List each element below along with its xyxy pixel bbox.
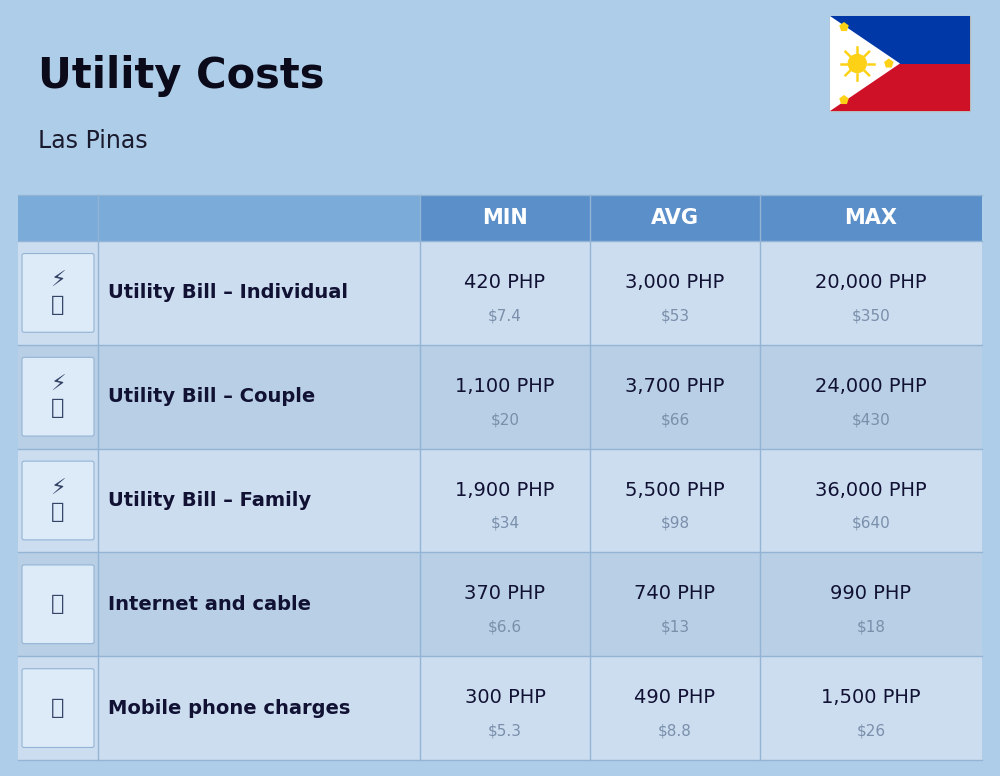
Polygon shape [884, 58, 894, 68]
FancyBboxPatch shape [22, 669, 94, 747]
Text: $7.4: $7.4 [488, 308, 522, 324]
Text: Utility Bill – Family: Utility Bill – Family [108, 491, 311, 510]
Text: $350: $350 [852, 308, 890, 324]
Text: 20,000 PHP: 20,000 PHP [815, 273, 927, 292]
Text: 3,700 PHP: 3,700 PHP [625, 377, 725, 396]
Text: 📡: 📡 [51, 594, 65, 615]
FancyBboxPatch shape [22, 565, 94, 643]
FancyBboxPatch shape [830, 16, 970, 111]
Text: $430: $430 [852, 412, 890, 427]
Text: Internet and cable: Internet and cable [108, 594, 311, 614]
Text: $98: $98 [660, 516, 690, 531]
FancyBboxPatch shape [18, 553, 982, 656]
Text: MAX: MAX [844, 208, 898, 228]
Text: $20: $20 [490, 412, 520, 427]
Text: AVG: AVG [651, 208, 699, 228]
Text: $18: $18 [856, 619, 886, 635]
Text: 36,000 PHP: 36,000 PHP [815, 480, 927, 500]
Text: 490 PHP: 490 PHP [635, 688, 716, 707]
FancyBboxPatch shape [18, 656, 982, 760]
Polygon shape [839, 95, 849, 104]
Text: $6.6: $6.6 [488, 619, 522, 635]
Text: 1,100 PHP: 1,100 PHP [455, 377, 555, 396]
Text: $66: $66 [660, 412, 690, 427]
Text: 370 PHP: 370 PHP [464, 584, 546, 604]
Polygon shape [839, 22, 849, 31]
Text: 300 PHP: 300 PHP [465, 688, 545, 707]
Text: ⚡
🔧: ⚡ 🔧 [50, 272, 66, 314]
Text: 3,000 PHP: 3,000 PHP [625, 273, 725, 292]
Polygon shape [830, 64, 970, 111]
Circle shape [848, 54, 866, 72]
Text: $34: $34 [490, 516, 520, 531]
Text: Utility Bill – Couple: Utility Bill – Couple [108, 387, 315, 406]
Text: 990 PHP: 990 PHP [830, 584, 912, 604]
FancyBboxPatch shape [18, 345, 982, 449]
Text: 5,500 PHP: 5,500 PHP [625, 480, 725, 500]
Text: $640: $640 [852, 516, 890, 531]
FancyBboxPatch shape [18, 241, 982, 345]
Text: ⚡
🔧: ⚡ 🔧 [50, 375, 66, 418]
Text: $26: $26 [856, 723, 886, 739]
Text: 24,000 PHP: 24,000 PHP [815, 377, 927, 396]
Text: 740 PHP: 740 PHP [635, 584, 716, 604]
FancyBboxPatch shape [18, 195, 982, 241]
FancyBboxPatch shape [18, 449, 982, 553]
Text: 420 PHP: 420 PHP [464, 273, 546, 292]
FancyBboxPatch shape [18, 195, 982, 760]
Text: Utility Costs: Utility Costs [38, 55, 324, 97]
FancyBboxPatch shape [22, 254, 94, 332]
Text: Las Pinas: Las Pinas [38, 129, 148, 153]
Text: $53: $53 [660, 308, 690, 324]
FancyBboxPatch shape [18, 195, 420, 241]
Text: $13: $13 [660, 619, 690, 635]
Polygon shape [830, 16, 900, 111]
Text: 📱: 📱 [51, 698, 65, 718]
Text: $8.8: $8.8 [658, 723, 692, 739]
Polygon shape [830, 16, 970, 64]
Text: Mobile phone charges: Mobile phone charges [108, 698, 350, 718]
FancyBboxPatch shape [22, 357, 94, 436]
FancyBboxPatch shape [22, 461, 94, 540]
Text: 1,900 PHP: 1,900 PHP [455, 480, 555, 500]
Text: Utility Bill – Individual: Utility Bill – Individual [108, 283, 348, 303]
Text: ⚡
🔧: ⚡ 🔧 [50, 479, 66, 522]
Text: $5.3: $5.3 [488, 723, 522, 739]
Text: MIN: MIN [482, 208, 528, 228]
Text: 1,500 PHP: 1,500 PHP [821, 688, 921, 707]
